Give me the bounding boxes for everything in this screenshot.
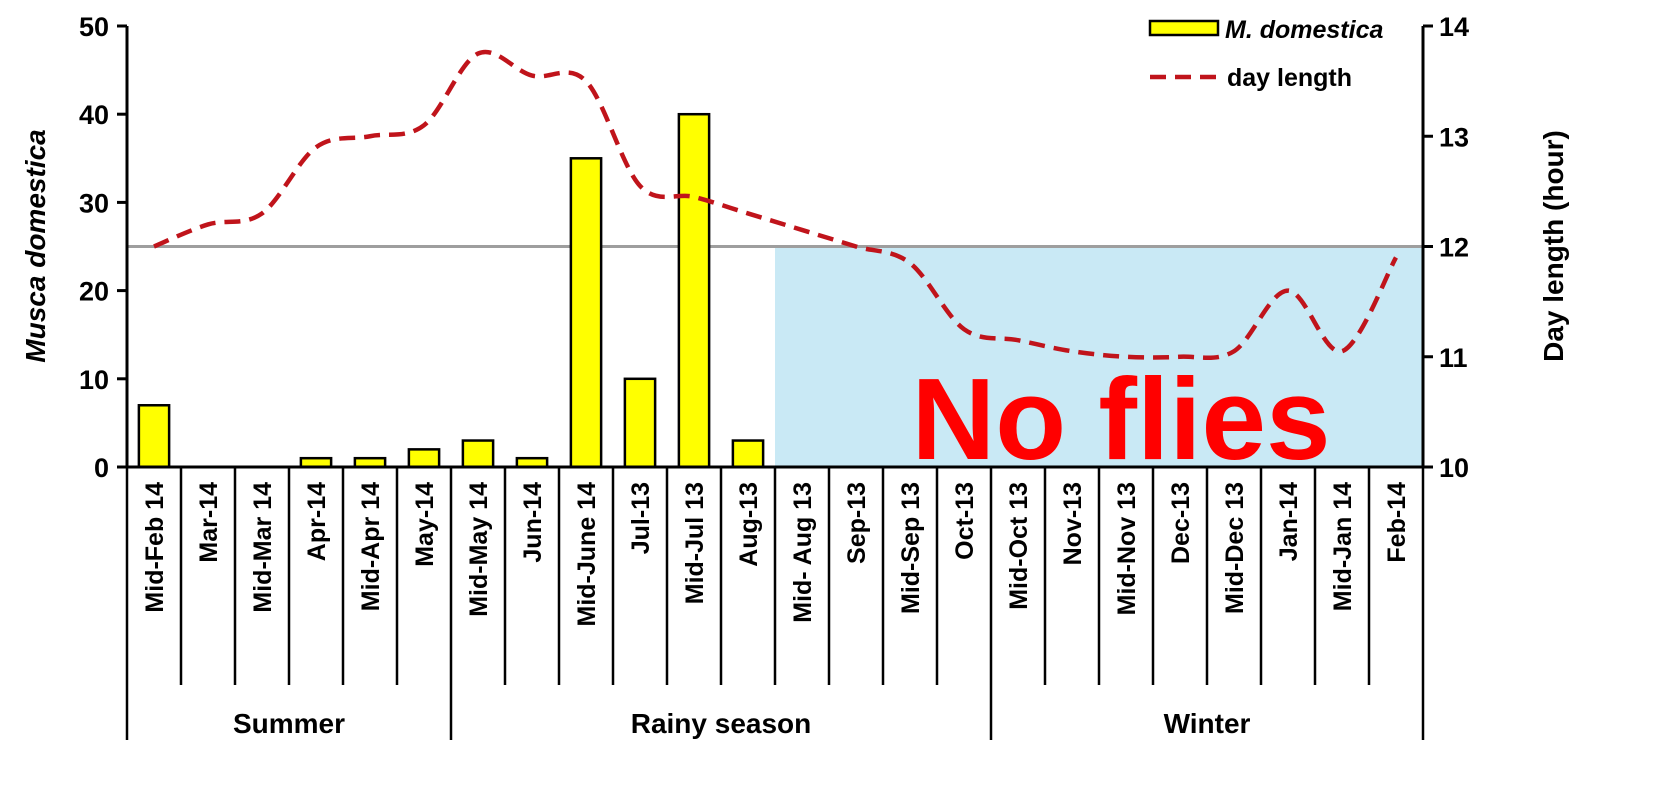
x-category-label: Jan-14 — [1275, 482, 1303, 561]
no-flies-annotation: No flies — [912, 354, 1331, 484]
x-category-label: Mid-Apr 14 — [357, 482, 385, 611]
x-category-label: Mid-June 14 — [573, 482, 601, 627]
y-tick-label: 0 — [94, 453, 109, 483]
x-category-label: Feb-14 — [1383, 482, 1411, 563]
x-category-label: Mid-Oct 13 — [1005, 482, 1033, 610]
x-category-label: May-14 — [411, 482, 439, 567]
axes: 0 10 20 30 40 50 10 11 12 13 14 — [79, 12, 1469, 740]
x-category-label: Nov-13 — [1059, 482, 1087, 565]
y2-tick-label: 14 — [1439, 12, 1469, 42]
x-category-label: Mid- Aug 13 — [789, 482, 817, 623]
y2-tick-label: 13 — [1439, 122, 1469, 152]
x-category-label: Sep-13 — [843, 482, 871, 564]
bar-mid-feb-14 — [137, 404, 171, 469]
bar-may-14 — [407, 448, 441, 469]
x-category-label: Mid-Mar 14 — [249, 482, 277, 613]
x-category-label: Mid-Jul 13 — [681, 482, 709, 604]
bar-aug-13 — [731, 439, 765, 469]
x-category-label: Mid-Dec 13 — [1221, 482, 1249, 614]
x-category-label: Oct-13 — [951, 482, 979, 560]
y2-tick-label: 10 — [1439, 453, 1469, 483]
y-tick-label: 50 — [79, 12, 109, 42]
season-label: Winter — [1164, 708, 1251, 739]
bar-mid-may-14 — [461, 439, 495, 469]
x-category-labels: Mid-Feb 14 Mar-14 Mid-Mar 14 Apr-14 Mid-Apr … — [141, 482, 1411, 627]
y-axis-title: Musca domestica — [20, 129, 51, 362]
x-category-label: Apr-14 — [303, 482, 331, 561]
bar-mid-june-14 — [569, 157, 603, 469]
x-category-label: Mid-Jan 14 — [1329, 482, 1357, 611]
y2-axis-title: Day length (hour) — [1538, 130, 1569, 362]
bar-series-m-domestica — [137, 112, 765, 469]
y-tick-label: 30 — [79, 188, 109, 218]
legend-label-day-length: day length — [1227, 64, 1352, 92]
y-tick-label: 20 — [79, 277, 109, 307]
season-label: Rainy season — [631, 708, 812, 739]
x-category-label: Aug-13 — [735, 482, 763, 567]
legend-swatch-m-domestica — [1148, 19, 1220, 37]
x-category-label: Mid-May 14 — [465, 482, 493, 617]
y-tick-label: 10 — [79, 365, 109, 395]
x-category-label: Mar-14 — [195, 482, 223, 563]
season-labels: Summer Rainy season Winter — [233, 708, 1251, 739]
x-category-label: Jul-13 — [627, 482, 655, 554]
bar-mid-jul-13 — [677, 112, 711, 469]
legend-label-m-domestica: M. domestica — [1225, 16, 1383, 44]
no-flies-shaded-region — [775, 246, 1423, 467]
y2-tick-label: 12 — [1439, 233, 1469, 263]
x-category-label: Jun-14 — [519, 482, 547, 563]
legend: M. domestica day length — [1148, 16, 1383, 92]
season-label: Summer — [233, 708, 345, 739]
y2-tick-label: 11 — [1439, 343, 1468, 373]
x-category-label: Dec-13 — [1167, 482, 1195, 564]
line-series-day-length — [153, 49, 1398, 361]
x-category-label: Mid-Sep 13 — [897, 482, 925, 614]
x-category-label: Mid-Nov 13 — [1113, 482, 1141, 615]
x-category-label: Mid-Feb 14 — [141, 482, 169, 613]
shaded-no-flies-region-group: No flies — [775, 246, 1423, 484]
bar-jul-13 — [623, 377, 657, 469]
y-tick-label: 40 — [79, 100, 109, 130]
